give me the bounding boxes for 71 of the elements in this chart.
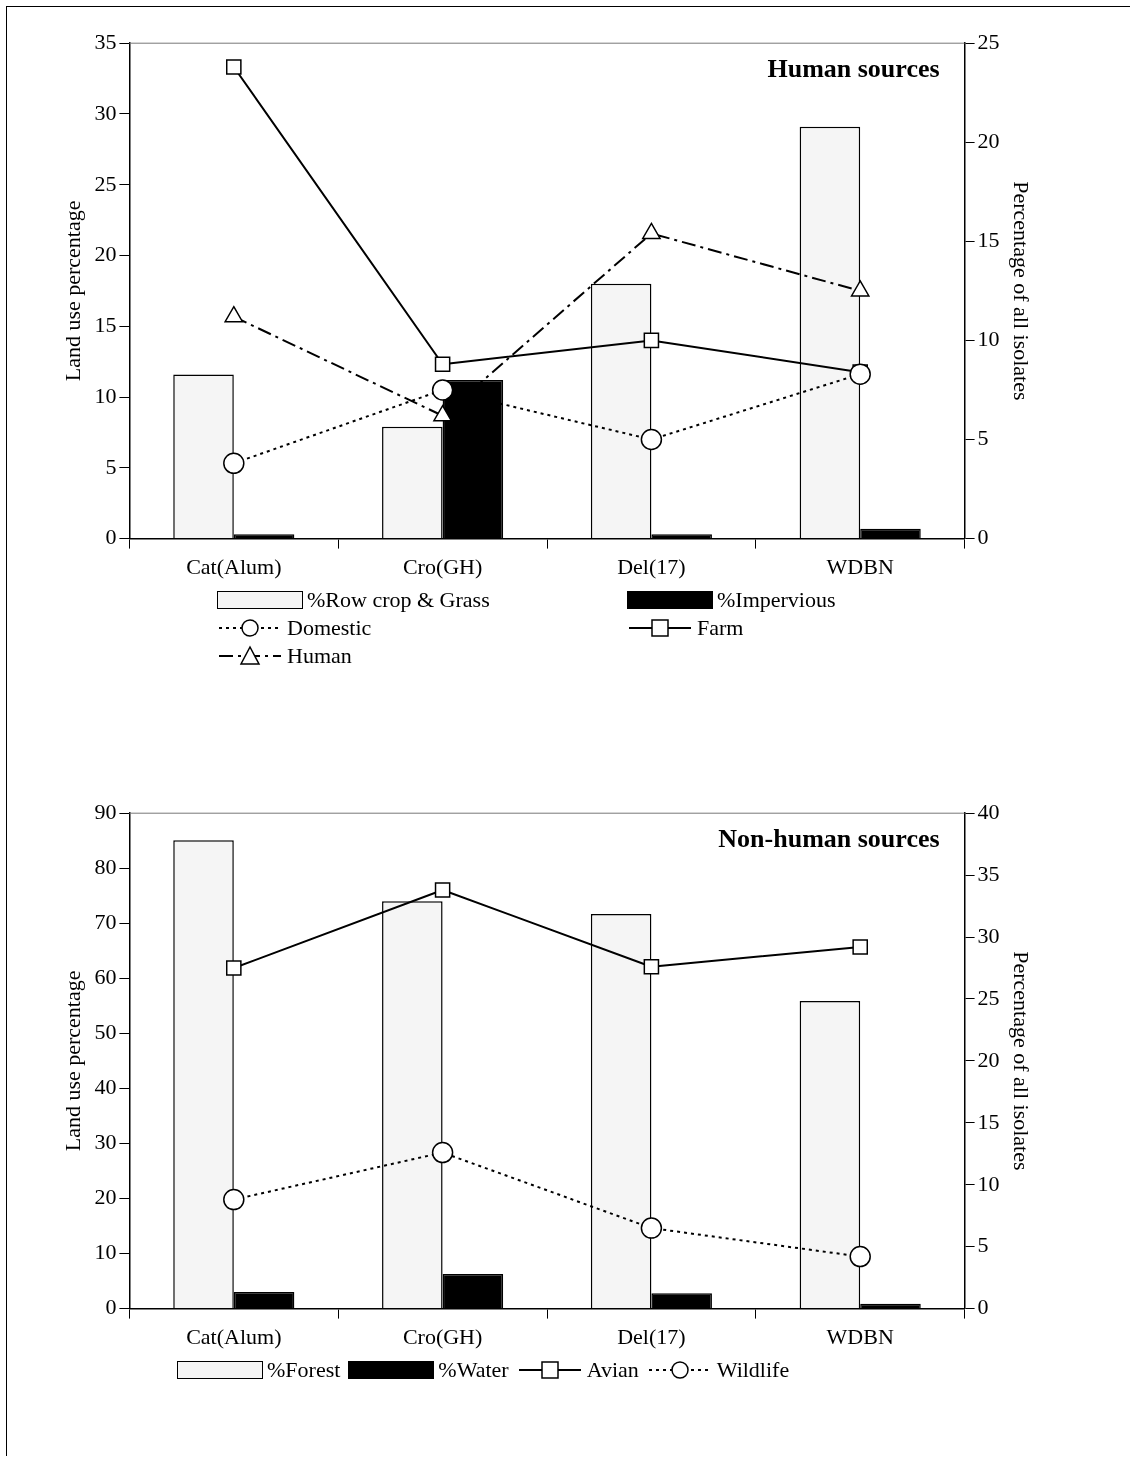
y2-tick-label: 10 (977, 326, 1000, 352)
y-tick-label: 35 (94, 28, 117, 54)
point (852, 939, 869, 955)
y-tick-label: 25 (94, 170, 117, 196)
y-tick-label: 20 (94, 241, 117, 267)
x-tick-label: Cat(Alum) (186, 1323, 282, 1349)
y2-tick-label: 15 (977, 227, 1000, 253)
legend-label: %Impervious (717, 587, 836, 613)
point (640, 428, 663, 451)
chart-title: Non-human sources (718, 823, 940, 853)
y-axis-title: Land use percentage (59, 200, 85, 382)
y-tick-label: 5 (105, 453, 117, 479)
x-tick-label: Cat(Alum) (186, 553, 282, 579)
y-tick-label: 50 (94, 1019, 117, 1045)
x-tick-label: Cro(GH) (402, 553, 483, 579)
y2-tick-label: 20 (977, 1046, 1000, 1072)
y2-axis-title: Percentage of all isolates (1009, 181, 1035, 401)
point (434, 356, 451, 373)
y-tick-label: 0 (105, 1294, 117, 1320)
y-tick-label: 70 (94, 909, 117, 935)
y2-tick-label: 15 (977, 1108, 1000, 1134)
y2-tick-label: 10 (977, 1170, 1000, 1196)
point (223, 1188, 245, 1211)
y-tick-label: 10 (94, 382, 117, 408)
y-tick-label: 90 (94, 798, 117, 824)
point (643, 958, 660, 975)
point (849, 1245, 871, 1268)
legend-label: Human (287, 643, 352, 669)
y2-tick-label: 40 (977, 798, 1000, 824)
point (643, 332, 660, 349)
x-tick-label: WDBN (826, 1323, 894, 1349)
y-tick-label: 30 (94, 99, 117, 125)
y2-tick-label: 5 (977, 425, 989, 451)
point (223, 452, 245, 475)
y2-tick-label: 0 (977, 524, 989, 550)
point (849, 363, 871, 385)
x-tick-label: WDBN (826, 553, 894, 579)
legend-label: Domestic (287, 615, 372, 641)
x-tick-label: Del(17) (617, 1323, 686, 1349)
y-tick-label: 40 (94, 1074, 117, 1100)
y-tick-label: 10 (94, 1239, 117, 1265)
chart-title: Human sources (767, 53, 940, 83)
legend-label: %Forest (267, 1357, 341, 1383)
y2-tick-label: 20 (977, 128, 1000, 154)
point (431, 1141, 454, 1164)
y-tick-label: 20 (94, 1184, 117, 1210)
legend-label: %Row crop & Grass (307, 587, 490, 613)
point (640, 1217, 663, 1239)
y2-tick-label: 35 (977, 860, 1000, 886)
legend-label: Wildlife (716, 1357, 790, 1383)
y-tick-label: 80 (94, 854, 117, 880)
y2-tick-label: 5 (977, 1232, 989, 1258)
y-axis-title: Land use percentage (59, 970, 85, 1152)
y2-tick-label: 0 (977, 1294, 989, 1320)
y2-axis-title: Percentage of all isolates (1009, 951, 1035, 1171)
y2-tick-label: 25 (977, 984, 1000, 1010)
legend-label: %Water (438, 1357, 509, 1383)
legend-label: Avian (586, 1357, 639, 1383)
y2-tick-label: 25 (977, 28, 1000, 54)
point (225, 59, 242, 75)
x-tick-label: Cro(GH) (402, 1323, 483, 1349)
y-tick-label: 60 (94, 964, 117, 990)
point (431, 379, 454, 401)
x-tick-label: Del(17) (617, 553, 686, 579)
y-tick-label: 30 (94, 1129, 117, 1155)
y-tick-label: 0 (105, 524, 117, 550)
legend-label: Farm (697, 615, 744, 641)
point (225, 960, 242, 976)
y-tick-label: 15 (94, 312, 117, 338)
point (434, 882, 451, 898)
y2-tick-label: 30 (977, 922, 1000, 948)
